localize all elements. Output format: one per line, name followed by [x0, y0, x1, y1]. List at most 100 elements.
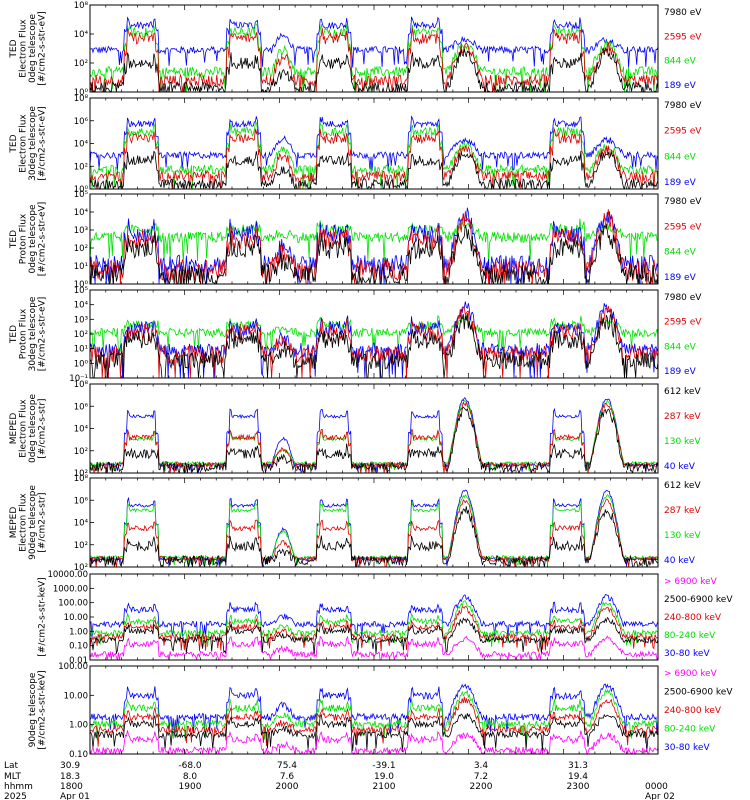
series-line-red — [90, 498, 658, 567]
legend-entry: 130 keV — [664, 531, 701, 541]
y-label-line: MEPED — [9, 507, 19, 539]
y-tick-label: 10⁶ — [74, 402, 89, 412]
y-axis-label: MEPED Electron Flux 90deg telescope [#/cm2-… — [9, 485, 48, 560]
footer-lat-value: 3.4 — [474, 761, 489, 771]
series-line-red — [90, 128, 658, 189]
y-label-line: [#/cm2-s-str-eV] — [38, 11, 48, 86]
panel-ted-electron-30deg: 10⁸ 10⁶ 10⁴ 10² 10⁰ TED Electron Flux 30deg tel… — [9, 94, 702, 195]
y-tick-label: 10⁰ — [74, 88, 89, 98]
footer-date-value: Apr 02 — [645, 792, 675, 800]
series-line-black — [90, 313, 658, 378]
series-line-red — [90, 305, 658, 378]
y-label-line: TED — [9, 39, 19, 58]
series-line-blue — [90, 16, 658, 68]
series-line-blue — [90, 683, 658, 735]
series-group — [90, 397, 658, 473]
footer-mlt-value: 19.4 — [568, 772, 588, 782]
y-label-line: [#/cm2-s-str-keV] — [38, 577, 48, 656]
y-label-line: MEPED — [9, 413, 19, 445]
legend-entry: 2595 eV — [664, 127, 702, 137]
y-label-line: [#/cm2-s-str-eV] — [38, 106, 48, 181]
y-tick-label: 10.00 — [64, 613, 88, 623]
y-tick-label: 10² — [74, 563, 88, 573]
legend-entry: 7980 eV — [664, 197, 702, 207]
y-tick-label: 10⁵ — [74, 286, 88, 296]
legend-entry: 612 keV — [664, 387, 701, 397]
legend: 7980 eV 2595 eV 844 eV 189 eV — [664, 197, 702, 283]
y-tick-label: 10¹ — [74, 345, 88, 355]
legend: 7980 eV 2595 eV 844 eV 189 eV — [664, 8, 702, 91]
y-tick-label: 0.10 — [69, 642, 88, 652]
footer-hhmm-value: 2000 — [276, 782, 299, 792]
y-label-line: [#/cm2-s-str-eV] — [38, 297, 48, 372]
y-tick-label: 10.00 — [64, 691, 88, 701]
plot-frame — [89, 383, 659, 474]
panel-meped-proton-0deg: 10000.00 1000.00 100.00 10.00 1.00 0.10 0.01 [#… — [38, 570, 734, 666]
y-label-line: TED — [9, 325, 19, 344]
y-tick-label: 10⁶ — [74, 496, 89, 506]
y-tick-label: 10⁴ — [74, 301, 89, 311]
series-line-black — [90, 616, 658, 655]
y-tick-label: 10⁴ — [74, 30, 89, 40]
y-tick-label: 10² — [74, 447, 88, 457]
y-tick-label: 100.00 — [58, 599, 88, 609]
legend-entry: 40 keV — [664, 556, 696, 566]
y-tick-label: 10⁸ — [74, 474, 89, 484]
legend-entry: 80-240 keV — [664, 725, 716, 735]
y-tick-label: 10⁰ — [74, 185, 89, 195]
footer-mlt-value: 7.2 — [474, 772, 488, 782]
legend-entry: 189 eV — [664, 81, 697, 91]
y-label-line: 30deg telescope — [28, 106, 38, 181]
series-line-blue — [90, 115, 658, 172]
y-label-line: [#/cm2-s-str-eV] — [38, 202, 48, 277]
legend-entry: 7980 eV — [664, 8, 702, 18]
series-group — [90, 683, 658, 754]
y-label-line: 30deg telescope — [28, 296, 38, 371]
y-axis-label: MEPED Electron Flux 0deg telescope [#/cm2-s… — [9, 394, 48, 464]
y-tick-label: 1.00 — [69, 721, 88, 731]
legend-entry: 287 keV — [664, 506, 701, 516]
y-axis-label: TED Proton Flux 30deg telescope [#/cm2-s-st… — [9, 296, 48, 371]
y-tick-label: 100.00 — [58, 662, 88, 672]
y-axis-label: 90deg telescope [#/cm2-s-str-keV] — [28, 670, 48, 749]
legend-entry: 844 eV — [664, 152, 697, 162]
footer-hhmm-value: 1900 — [179, 782, 202, 792]
y-tick-label: 1000.00 — [53, 584, 88, 594]
y-label-line: 90deg telescope — [28, 485, 38, 560]
footer-mlt-value: 7.6 — [280, 772, 295, 782]
y-tick-label: 10³ — [74, 315, 88, 325]
y-label-line: Electron Flux — [19, 19, 29, 78]
y-tick-label: 10⁴ — [74, 519, 89, 529]
panel-ted-proton-30deg: 10⁵ 10⁴ 10³ 10² 10¹ 10⁰ 10⁻¹ TED Proton Flux 30de… — [9, 286, 702, 384]
y-tick-label: 10² — [74, 244, 88, 254]
legend-entry: 30-80 keV — [664, 649, 710, 659]
panel-meped-electron-90deg: 10⁸ 10⁶ 10⁴ 10² 10² MEPED Electron Flux 90deg t… — [9, 474, 701, 573]
legend-entry: 240-800 keV — [664, 613, 722, 623]
series-group — [90, 16, 658, 92]
legend: 612 keV 287 keV 130 keV 40 keV — [664, 387, 701, 472]
series-line-black — [90, 713, 658, 753]
legend: 612 keV 287 keV 130 keV 40 keV — [664, 481, 701, 566]
y-axis-label: [#/cm2-s-str-keV] — [38, 577, 48, 656]
footer-row-label: MLT — [4, 772, 22, 782]
y-tick-label: 10⁵ — [74, 190, 88, 200]
y-tick-label: 10⁸ — [74, 94, 89, 104]
panel-ted-electron-0deg: 10⁸ 10⁴ 10² 10⁰ TED Electron Flux 0deg telesco… — [9, 1, 702, 98]
series-line-blue — [90, 594, 658, 639]
y-tick-label: 10⁰ — [74, 359, 89, 369]
legend-entry: 2500-6900 keV — [664, 688, 733, 698]
legend-entry: > 6900 keV — [664, 577, 718, 587]
y-tick-label: 10⁸ — [74, 1, 89, 11]
y-tick-label: 10² — [74, 59, 88, 69]
series-line-black — [90, 46, 658, 92]
legend-entry: > 6900 keV — [664, 669, 718, 679]
footer-lat-value: 31.3 — [568, 761, 588, 771]
series-group — [90, 489, 658, 567]
legend-entry: 287 keV — [664, 412, 701, 422]
legend-entry: 844 eV — [664, 57, 697, 67]
y-tick-label: 10⁶ — [74, 117, 89, 127]
y-axis-label: TED Proton Flux 0deg telescope [#/cm2-s-str… — [9, 202, 48, 277]
y-tick-label: 0.01 — [69, 656, 88, 666]
legend-entry: 2500-6900 keV — [664, 595, 733, 605]
